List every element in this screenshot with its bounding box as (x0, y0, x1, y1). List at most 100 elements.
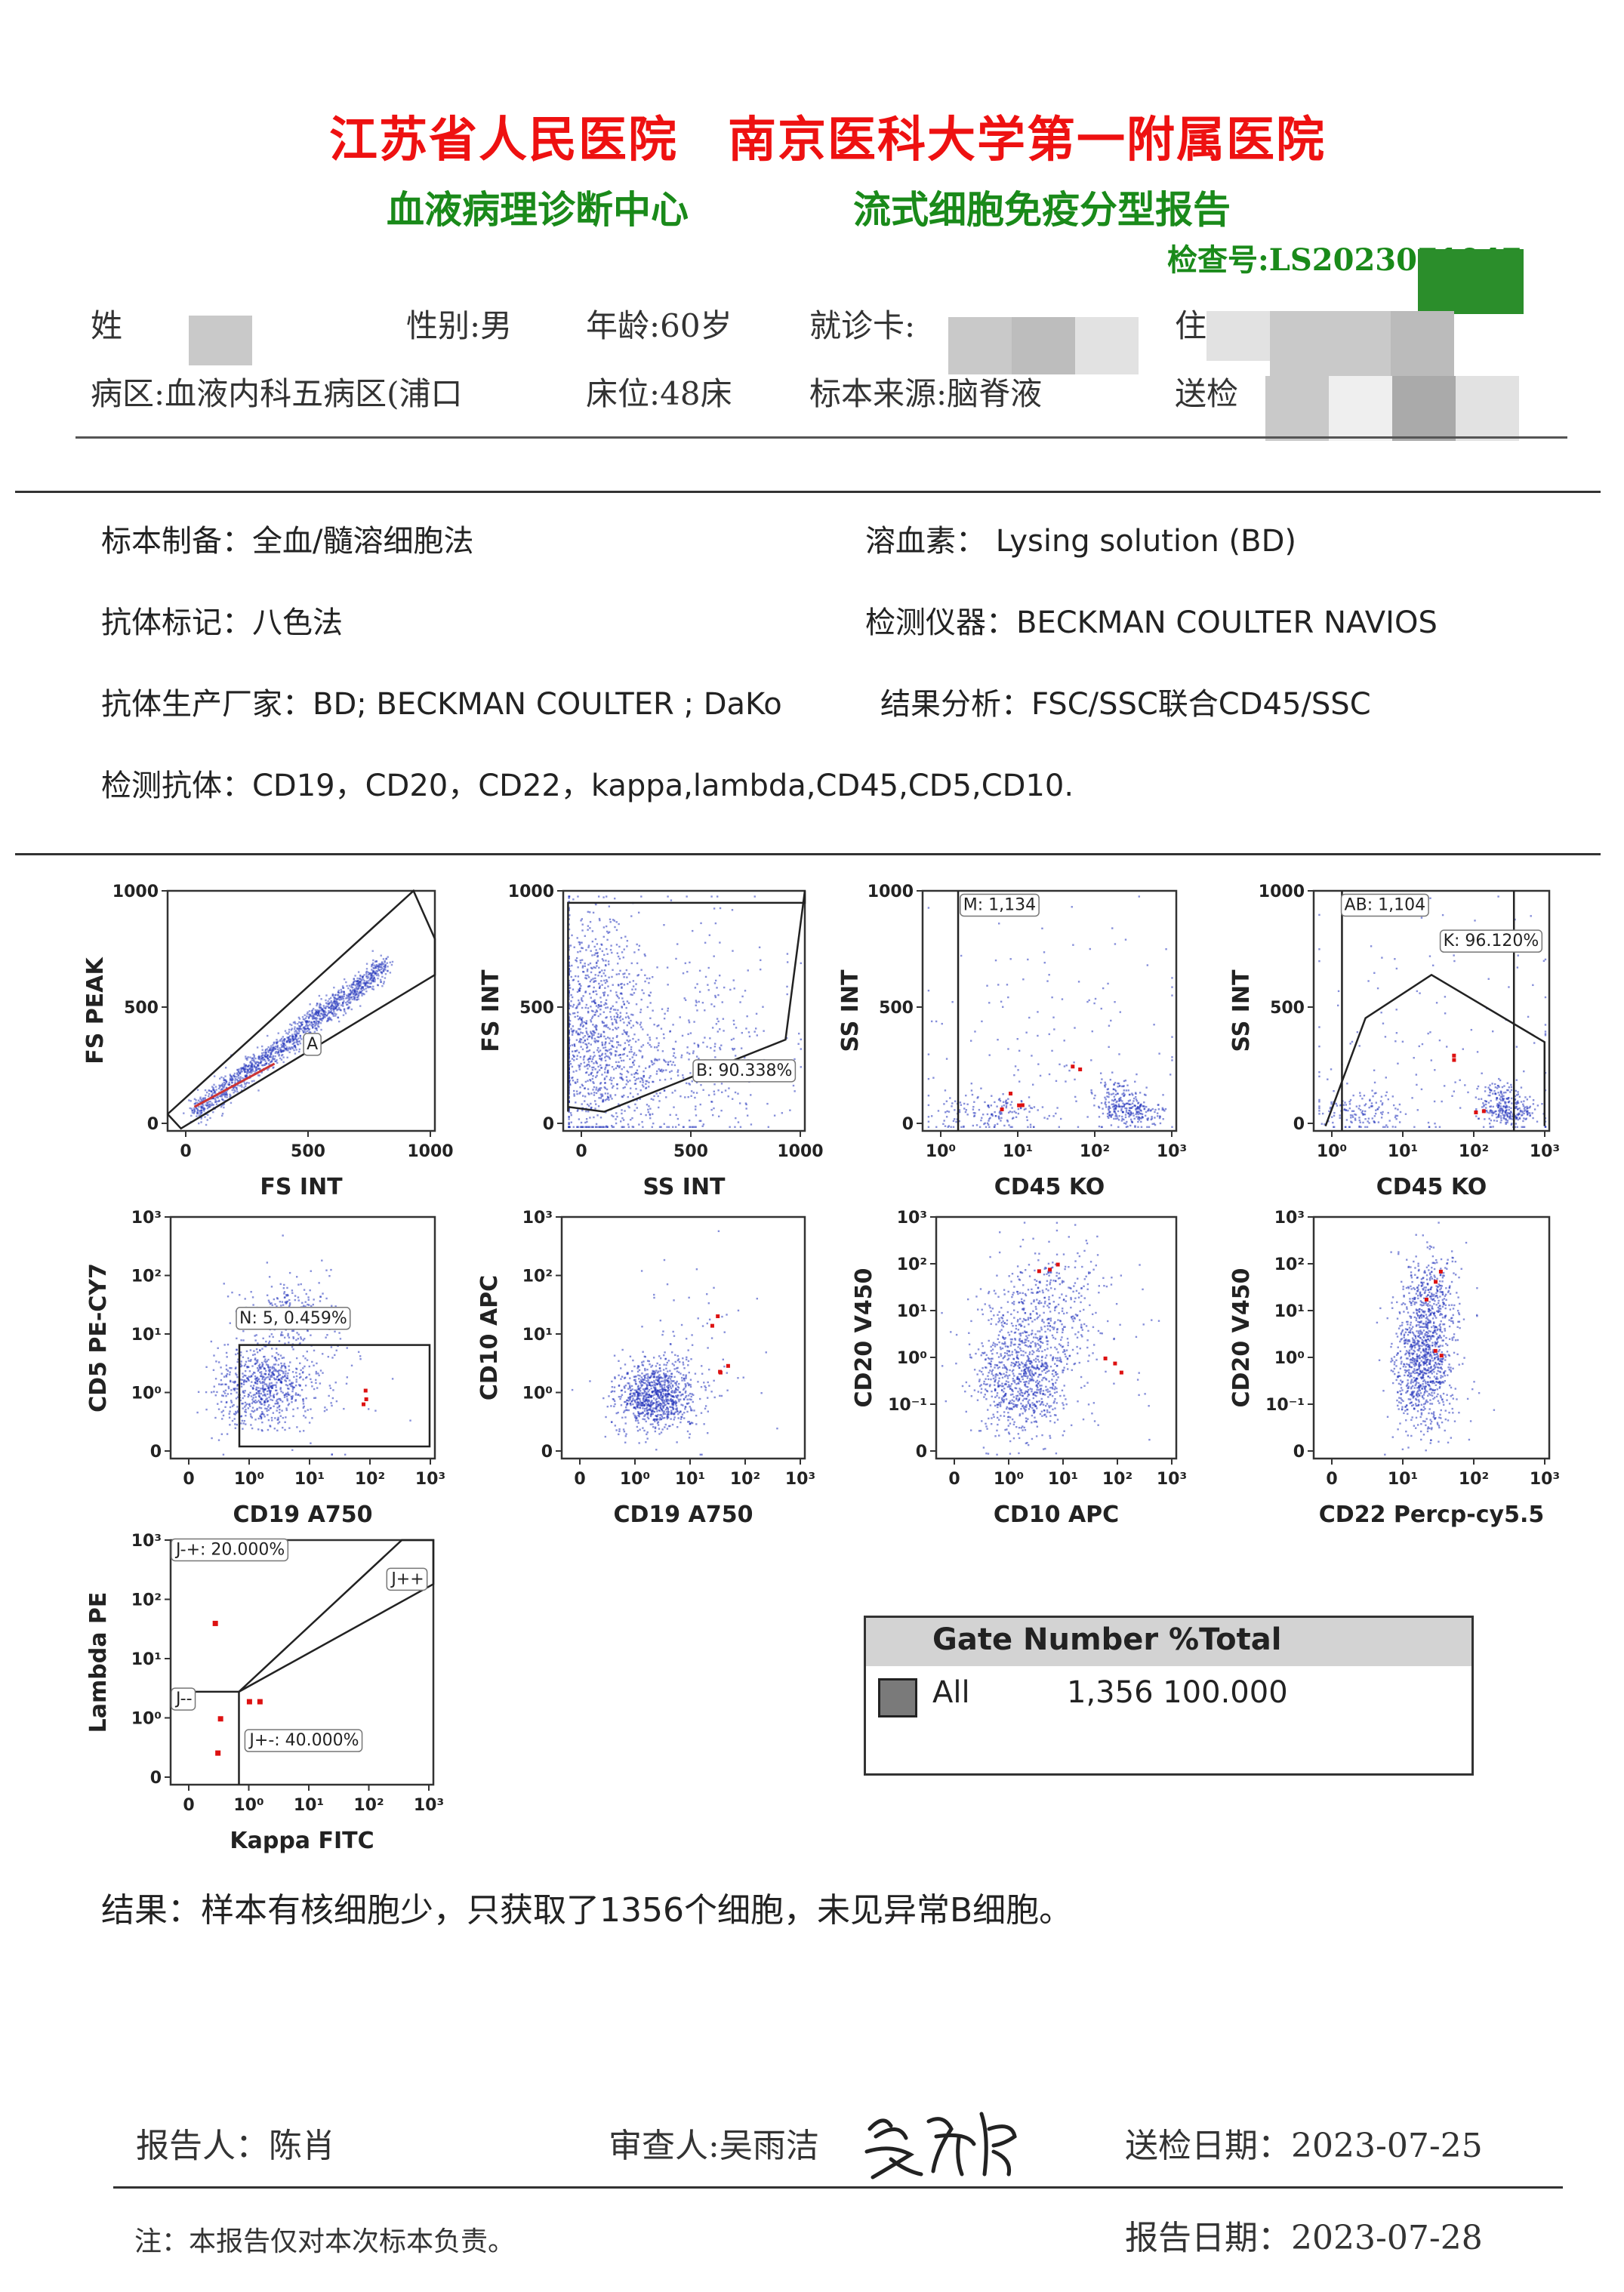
dot (1498, 1077, 1500, 1080)
dot (649, 1043, 651, 1046)
dot (1369, 1099, 1371, 1102)
dot (964, 1111, 967, 1114)
dot (1037, 1034, 1039, 1037)
dot (1477, 1085, 1480, 1088)
dot (627, 1044, 630, 1046)
dot (204, 1097, 206, 1099)
dot (261, 1375, 264, 1378)
dot (569, 914, 571, 916)
dot (572, 1012, 575, 1015)
dot (234, 1413, 236, 1416)
dot (213, 1083, 215, 1086)
dot (1507, 1089, 1509, 1092)
dot (365, 963, 368, 965)
dot (304, 1385, 307, 1387)
dot (602, 994, 606, 997)
dot (1335, 1102, 1337, 1105)
dot (276, 1351, 278, 1354)
dot (1052, 1016, 1055, 1018)
dot (598, 1069, 601, 1071)
dot (1364, 1113, 1367, 1116)
dot (262, 1386, 264, 1388)
dot (243, 1391, 245, 1394)
dot (1481, 1106, 1484, 1108)
dot (580, 1121, 583, 1124)
dot (1489, 1089, 1491, 1092)
dot (1420, 1088, 1423, 1091)
dot (1171, 1056, 1173, 1058)
dot (221, 1086, 224, 1088)
dot (1073, 1061, 1075, 1064)
dot (584, 1006, 587, 1009)
dot (359, 980, 361, 983)
x-tick-label: 1000 (777, 1142, 823, 1161)
dot (633, 1083, 636, 1085)
dot (781, 1112, 784, 1114)
dot (1487, 1101, 1490, 1104)
dot (271, 1366, 274, 1368)
dot (590, 1019, 592, 1021)
dot (713, 1107, 715, 1110)
dot (267, 1364, 270, 1366)
dot (360, 979, 363, 982)
dot (348, 1006, 350, 1008)
dot (199, 1101, 202, 1103)
dot (947, 1126, 949, 1129)
dot (584, 974, 587, 977)
dot (1048, 1114, 1050, 1117)
dot (1037, 1109, 1039, 1111)
dot (249, 1376, 251, 1379)
dot (628, 1051, 631, 1053)
dot (688, 1119, 691, 1122)
dot (260, 1407, 263, 1409)
dot (568, 900, 570, 903)
dot (581, 1000, 584, 1003)
dot (716, 1018, 719, 1020)
dot (332, 1013, 334, 1015)
dot (972, 1124, 975, 1127)
dot (608, 1064, 611, 1067)
dot (287, 1403, 289, 1406)
dot (303, 1027, 306, 1030)
dot (1114, 1089, 1117, 1091)
dot (350, 992, 353, 994)
dot (273, 1366, 276, 1369)
dot (682, 1077, 685, 1079)
dot (1114, 943, 1117, 945)
dot (594, 1031, 596, 1034)
dot (297, 1022, 299, 1025)
dot (662, 1033, 665, 1036)
dot (365, 990, 368, 993)
dot (578, 1092, 581, 1095)
dot (577, 1108, 579, 1111)
dot (308, 1029, 310, 1031)
dot (234, 1077, 236, 1080)
dot (608, 1056, 611, 1058)
y-tick-label: 1000 (867, 883, 914, 901)
dot (1508, 1106, 1511, 1108)
dot (267, 1428, 270, 1431)
dot (335, 1400, 338, 1403)
dot (349, 990, 352, 992)
dot (1117, 1086, 1119, 1088)
dot (572, 1126, 575, 1129)
dot (971, 1093, 974, 1096)
dot (285, 1384, 288, 1386)
dot (270, 1416, 273, 1419)
dot (368, 972, 371, 975)
dot (270, 1376, 273, 1378)
dot (727, 1095, 729, 1098)
dot (1361, 1110, 1364, 1112)
dot (328, 1394, 330, 1397)
dot (587, 976, 590, 978)
dot (294, 1298, 296, 1302)
dot (1093, 1002, 1096, 1005)
dot (363, 993, 365, 996)
dot (586, 1038, 589, 1040)
dot (213, 1092, 215, 1094)
dot (271, 1058, 274, 1060)
dot (200, 1112, 203, 1114)
dot (236, 1374, 238, 1376)
dot (246, 1058, 248, 1061)
dot (652, 1098, 655, 1101)
